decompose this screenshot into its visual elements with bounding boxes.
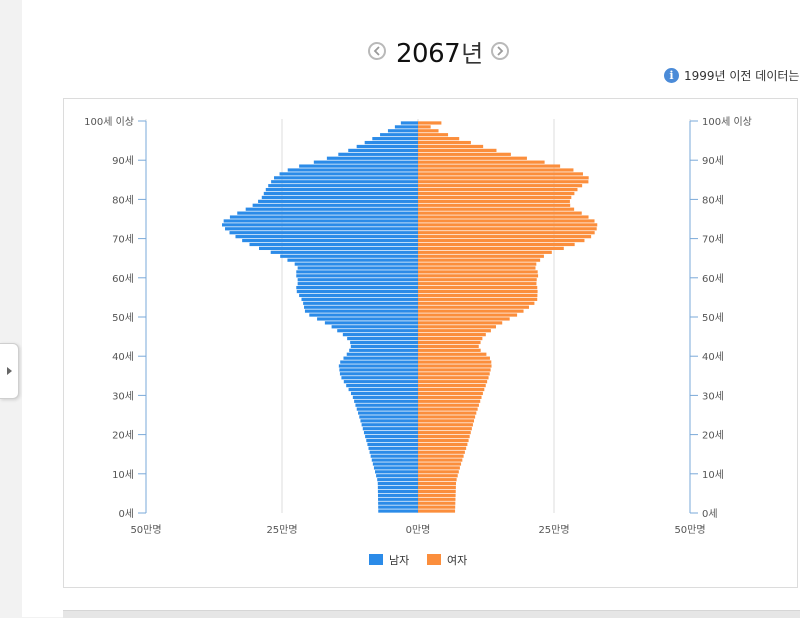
chevron-right-icon xyxy=(497,46,504,56)
caret-right-icon xyxy=(6,367,12,375)
bottom-panel-edge xyxy=(63,610,800,618)
next-year-button[interactable] xyxy=(490,42,509,60)
info-note-text: 1999년 이전 데이터는 최 xyxy=(684,69,800,83)
year-navigator: 2067 년 xyxy=(368,32,509,70)
prev-year-button[interactable] xyxy=(368,42,386,60)
data-info-note: i 1999년 이전 데이터는 최 xyxy=(664,67,800,84)
sidebar-toggle-button[interactable] xyxy=(0,343,19,399)
year-number: 2067 xyxy=(396,38,461,69)
year-label: 2067 년 xyxy=(396,34,483,69)
chevron-left-icon xyxy=(373,46,380,56)
population-pyramid-panel xyxy=(63,98,798,588)
year-suffix: 년 xyxy=(461,39,483,68)
info-icon[interactable]: i xyxy=(664,68,679,83)
